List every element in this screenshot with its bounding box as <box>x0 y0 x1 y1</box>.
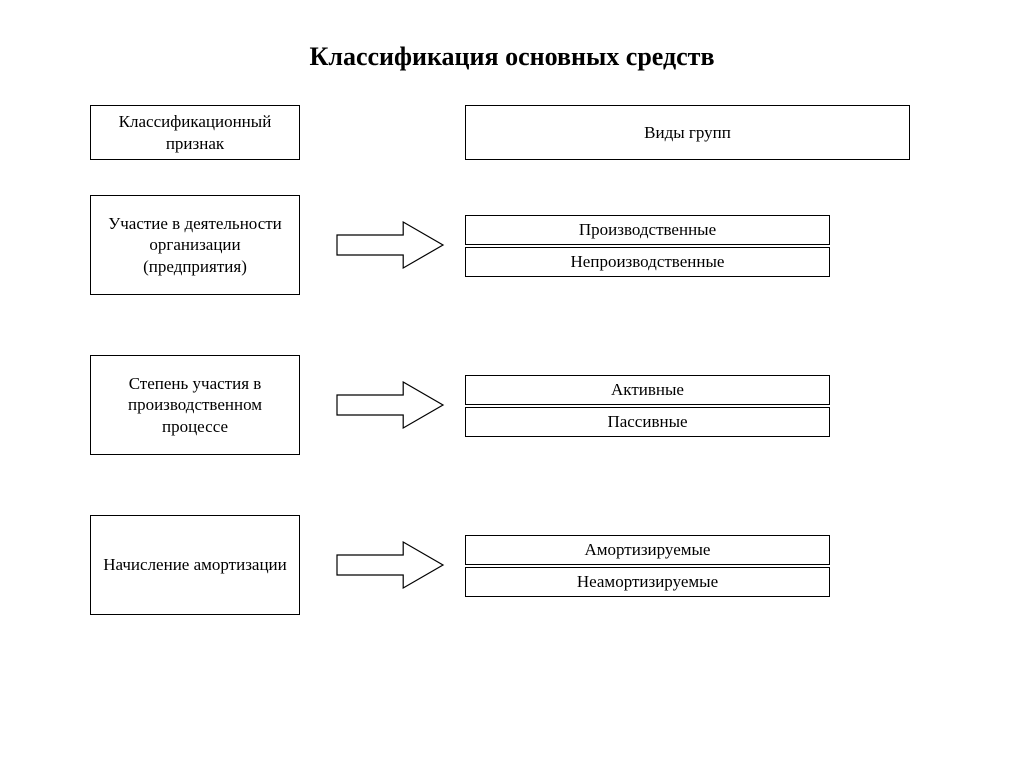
group-box-0-0: Производственные <box>465 215 830 245</box>
arrow-icon <box>335 220 445 270</box>
header-left: Классификационный признак <box>90 105 300 160</box>
criterion-box-2: Начисление амортизации <box>90 515 300 615</box>
group-box-1-0: Активные <box>465 375 830 405</box>
group-box-1-1: Пассивные <box>465 407 830 437</box>
arrow-path <box>337 222 443 268</box>
criterion-box-0: Участие в деятельности организации (пред… <box>90 195 300 295</box>
header-right: Виды групп <box>465 105 910 160</box>
arrow-path <box>337 382 443 428</box>
group-box-0-1: Непроизводственные <box>465 247 830 277</box>
diagram-title: Классификация основных средств <box>0 42 1024 72</box>
arrow-path <box>337 542 443 588</box>
arrow-icon <box>335 380 445 430</box>
criterion-box-1: Степень участия в производственном проце… <box>90 355 300 455</box>
group-box-2-1: Неамортизируемые <box>465 567 830 597</box>
arrow-icon <box>335 540 445 590</box>
group-box-2-0: Амортизируемые <box>465 535 830 565</box>
